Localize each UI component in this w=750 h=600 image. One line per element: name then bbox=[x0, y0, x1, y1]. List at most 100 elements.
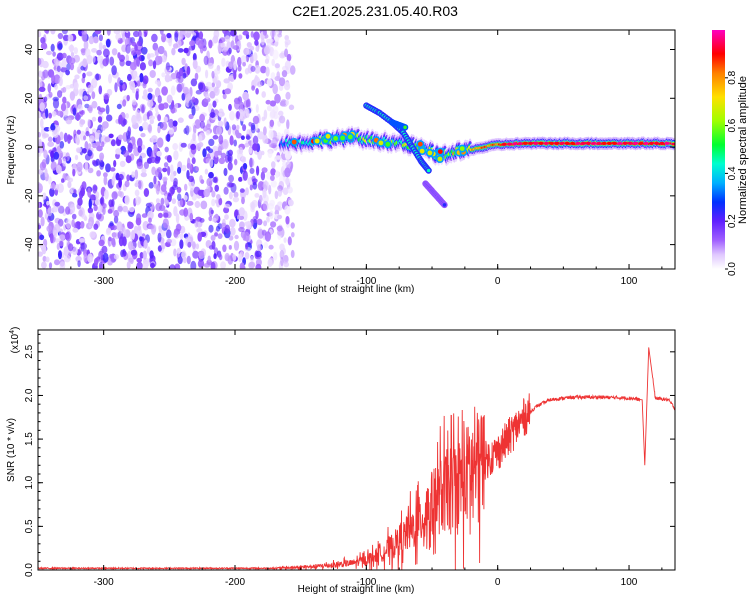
noise-blob bbox=[148, 59, 154, 67]
noise-blob bbox=[81, 76, 86, 84]
noise-blob bbox=[84, 103, 90, 109]
noise-blob bbox=[291, 232, 295, 238]
noise-blob bbox=[78, 238, 86, 243]
top-x-tick-label: 0 bbox=[495, 276, 501, 287]
noise-blob bbox=[174, 32, 179, 42]
noise-blob bbox=[149, 118, 154, 125]
noise-blob bbox=[48, 176, 52, 185]
noise-blob bbox=[73, 222, 78, 230]
noise-blob bbox=[250, 124, 256, 134]
noise-blob bbox=[270, 175, 275, 181]
noise-blob bbox=[94, 30, 102, 35]
track-peak bbox=[580, 141, 586, 145]
noise-blob bbox=[131, 171, 135, 178]
noise-blob bbox=[46, 200, 50, 206]
noise-blob bbox=[56, 110, 64, 117]
track-peak bbox=[654, 141, 660, 145]
noise-blob bbox=[188, 162, 192, 171]
noise-blob bbox=[57, 32, 64, 40]
bottom-x-axis-label: Height of straight line (km) bbox=[298, 584, 415, 595]
noise-blob bbox=[50, 150, 55, 159]
noise-blob bbox=[96, 55, 104, 64]
track-peak bbox=[538, 141, 544, 145]
noise-blob bbox=[244, 252, 250, 260]
noise-blob bbox=[252, 182, 258, 190]
noise-blob bbox=[77, 69, 82, 74]
noise-blob bbox=[279, 52, 286, 59]
noise-blob bbox=[142, 75, 149, 85]
track-peak bbox=[659, 141, 665, 145]
noise-blob bbox=[229, 218, 236, 228]
top-x-tick-label: 100 bbox=[621, 276, 638, 287]
noise-blob bbox=[186, 65, 191, 76]
noise-blob bbox=[118, 114, 123, 125]
noise-blob bbox=[285, 161, 291, 169]
noise-blob bbox=[98, 107, 106, 113]
noise-blob bbox=[79, 221, 85, 229]
noise-blob bbox=[95, 73, 100, 81]
noise-blob bbox=[127, 142, 133, 153]
noise-blob bbox=[48, 91, 53, 98]
noise-blob bbox=[249, 157, 253, 168]
noise-blob bbox=[104, 189, 109, 200]
noise-blob bbox=[157, 232, 162, 243]
track-peak bbox=[554, 141, 560, 145]
track-peak bbox=[533, 141, 539, 145]
colorbar-tick-label: 0.6 bbox=[727, 118, 738, 132]
noise-blob bbox=[38, 93, 43, 101]
noise-blob bbox=[43, 96, 48, 103]
noise-blob bbox=[122, 118, 128, 126]
noise-blob bbox=[163, 212, 169, 218]
noise-blob bbox=[173, 206, 178, 217]
bottom-x-tick-label: 100 bbox=[621, 577, 638, 588]
track-peak bbox=[570, 141, 576, 145]
noise-blob bbox=[188, 175, 195, 182]
noise-blob bbox=[122, 99, 127, 107]
spectrogram-heatmap bbox=[38, 30, 675, 269]
noise-blob bbox=[217, 120, 224, 127]
track-peak bbox=[507, 142, 512, 146]
noise-blob bbox=[250, 65, 256, 72]
noise-blob bbox=[169, 173, 175, 183]
noise-blob bbox=[73, 189, 77, 195]
noise-blob bbox=[280, 256, 284, 267]
noise-blob bbox=[82, 72, 86, 79]
noise-blob bbox=[171, 47, 176, 56]
noise-blob bbox=[102, 252, 109, 263]
noise-blob bbox=[184, 183, 188, 191]
noise-blob bbox=[238, 226, 245, 233]
noise-blob bbox=[261, 167, 268, 173]
noise-blob bbox=[269, 119, 275, 128]
noise-blob bbox=[228, 103, 232, 111]
noise-blob bbox=[171, 198, 177, 205]
track-peak bbox=[528, 141, 533, 145]
noise-blob bbox=[135, 217, 142, 226]
noise-blob bbox=[53, 230, 58, 238]
noise-blob bbox=[232, 196, 240, 203]
noise-blob bbox=[266, 105, 272, 112]
noise-blob bbox=[255, 104, 259, 113]
noise-blob bbox=[125, 155, 132, 164]
track-peak bbox=[591, 141, 597, 145]
noise-blob bbox=[79, 190, 84, 199]
noise-blob bbox=[285, 177, 290, 186]
noise-blob bbox=[98, 34, 103, 42]
noise-blob bbox=[194, 219, 199, 228]
noise-blob bbox=[248, 121, 253, 127]
noise-blob bbox=[95, 141, 101, 147]
noise-blob bbox=[51, 110, 57, 117]
noise-blob bbox=[42, 192, 47, 200]
noise-blob bbox=[233, 70, 237, 80]
track-peak bbox=[648, 141, 654, 145]
noise-blob bbox=[280, 99, 287, 106]
noise-blob bbox=[60, 103, 67, 112]
track-peak bbox=[596, 141, 602, 145]
noise-blob bbox=[113, 160, 117, 168]
bottom-y-axis-label: SNR (10 * v/v) bbox=[6, 418, 17, 482]
noise-blob bbox=[266, 78, 273, 87]
noise-blob bbox=[56, 242, 60, 251]
noise-blob bbox=[88, 221, 92, 228]
noise-blob bbox=[283, 261, 290, 268]
noise-blob bbox=[151, 135, 158, 143]
